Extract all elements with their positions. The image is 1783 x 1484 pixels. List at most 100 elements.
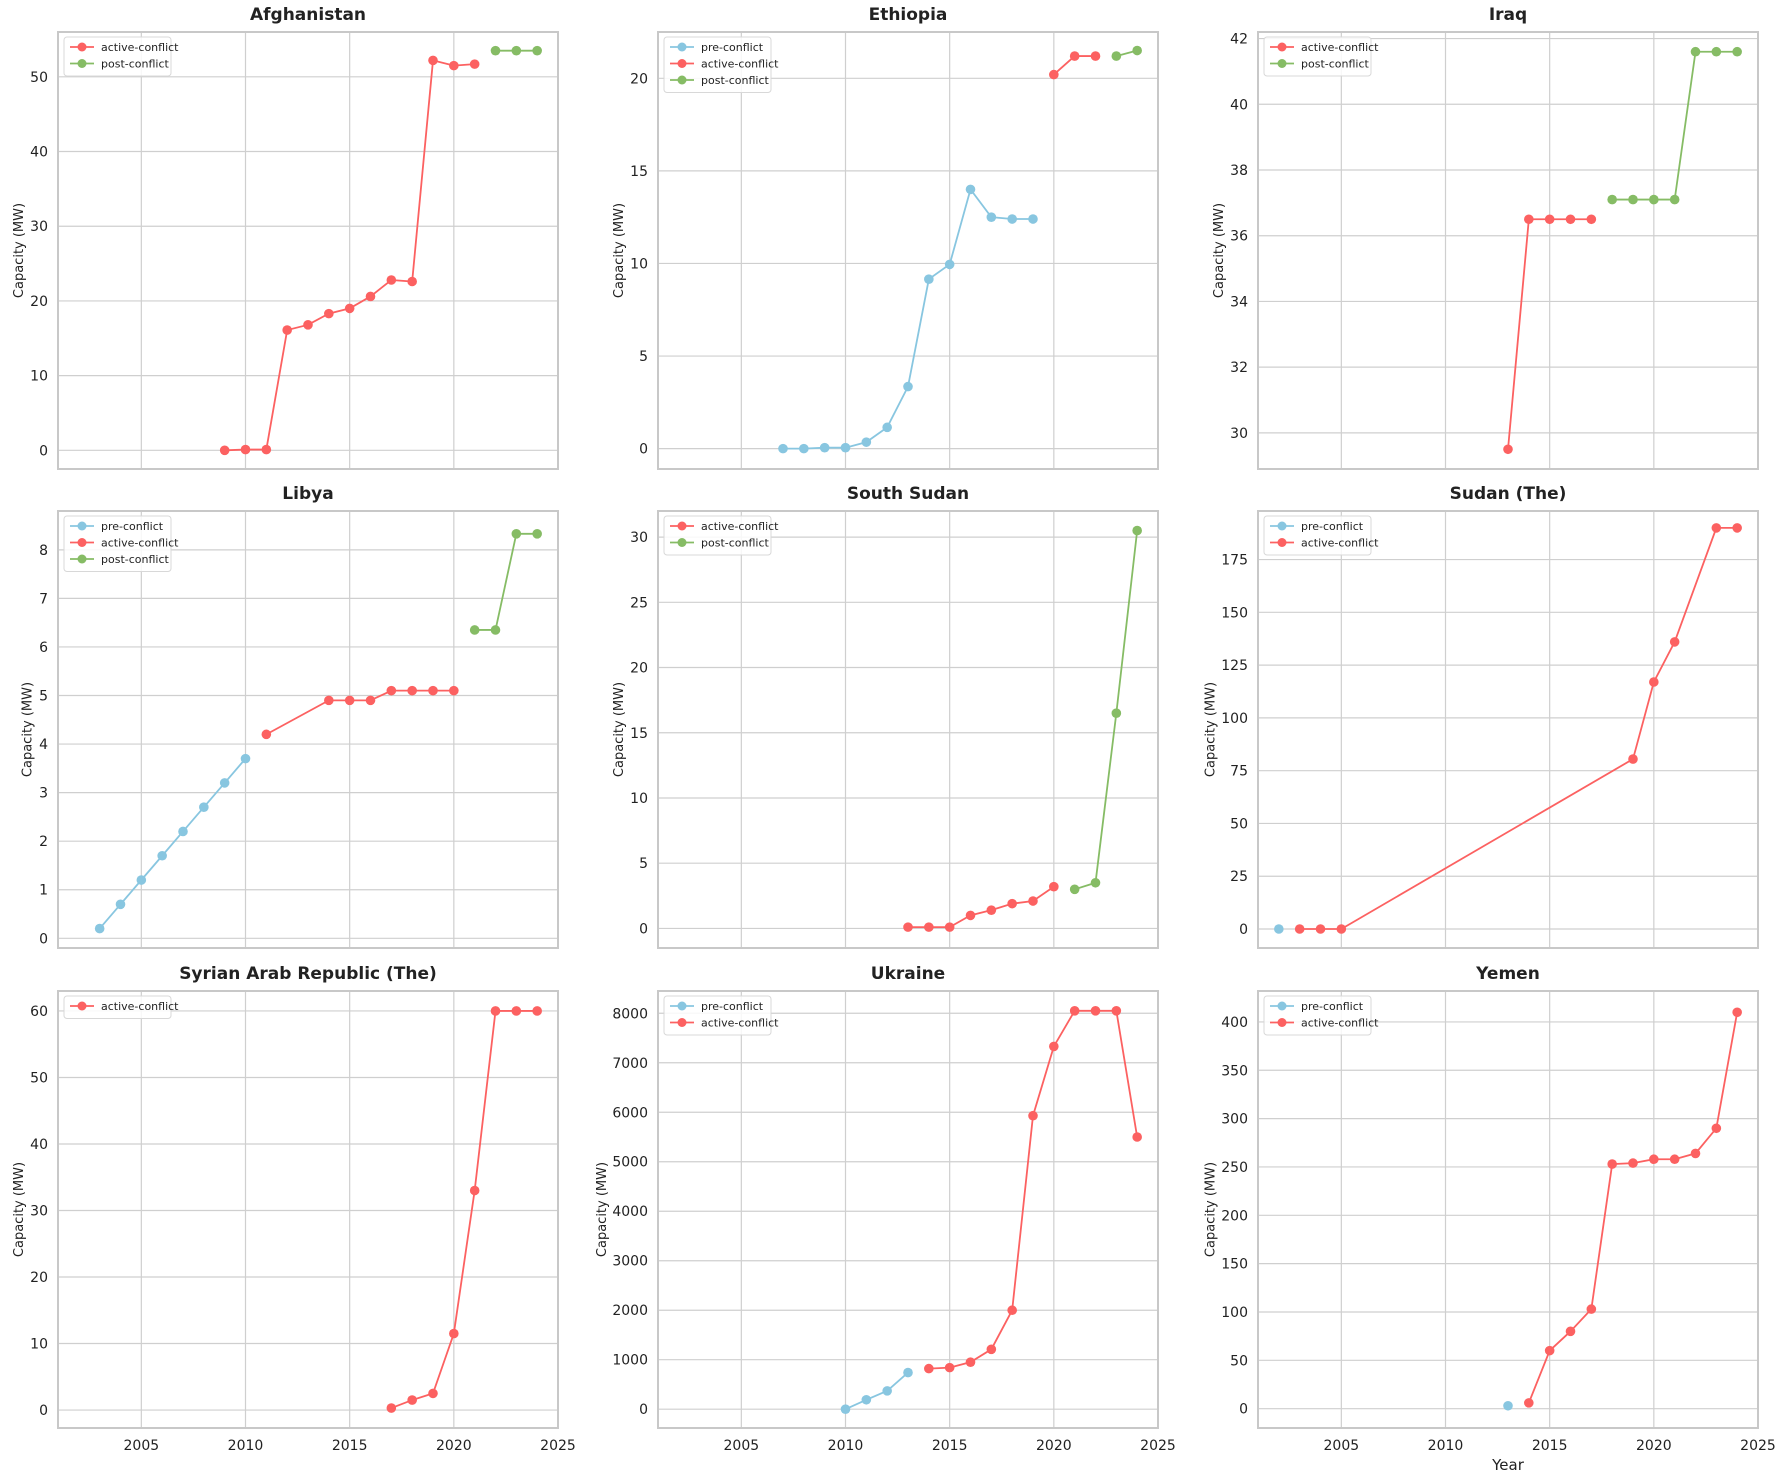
subplot-0: 0 10 20 30 40 50 Afghanistan Capacity (MW) activ…: [12, 5, 559, 470]
y-axis-label: Capacity (MW): [595, 1162, 610, 1257]
y-tick-label: 350: [1221, 1063, 1248, 1079]
y-axis-label: Capacity (MW): [1204, 682, 1219, 777]
data-point-pre-conflict: [1007, 214, 1017, 224]
data-point-active-conflict: [449, 60, 459, 71]
legend-box: [663, 36, 772, 93]
data-point-active-conflict: [1586, 1304, 1597, 1314]
legend-label: pre-conflict: [701, 1000, 764, 1013]
y-tick-label: 50: [30, 70, 48, 86]
y-tick-label: 6: [39, 640, 48, 656]
data-point-pre-conflict: [903, 1367, 913, 1378]
legend-marker-active-conflict: [677, 521, 687, 531]
data-point-active-conflict: [261, 444, 272, 455]
data-point-post-conflict: [1649, 194, 1659, 205]
data-point-active-conflict: [490, 1006, 501, 1016]
data-point-active-conflict: [1049, 881, 1059, 892]
y-tick-label: 125: [1221, 658, 1248, 674]
data-point-post-conflict: [1607, 194, 1617, 205]
y-axis-label: Capacity (MW): [12, 203, 27, 298]
legend-marker-pre-conflict: [1277, 521, 1287, 531]
y-tick-label: 0: [39, 443, 48, 459]
x-tick-label: 2010: [828, 1438, 864, 1454]
legend-label: pre-conflict: [701, 41, 764, 54]
y-tick-label: 75: [1230, 764, 1248, 780]
data-point-pre-conflict: [157, 850, 167, 861]
y-tick-label: 3000: [612, 1254, 648, 1270]
data-point-active-conflict: [324, 308, 334, 319]
plot-frame: [57, 510, 559, 949]
data-point-post-conflict: [1628, 194, 1638, 205]
data-point-pre-conflict: [944, 259, 955, 270]
y-tick-label: 8: [39, 543, 48, 559]
data-point-pre-conflict: [903, 381, 913, 392]
legend-marker-post-conflict: [1277, 59, 1287, 68]
y-tick-label: 10: [30, 1337, 48, 1353]
data-point-active-conflict: [1049, 69, 1059, 80]
data-point-active-conflict: [365, 291, 376, 302]
data-point-pre-conflict: [861, 437, 872, 447]
y-tick-label: 36: [1230, 229, 1248, 245]
legend-label: post-conflict: [1301, 58, 1370, 71]
x-tick-label: 2010: [1428, 1438, 1464, 1454]
legend-label: active-conflict: [701, 520, 779, 533]
data-point-active-conflict: [903, 922, 913, 932]
y-tick-label: 42: [1230, 32, 1248, 48]
data-point-post-conflict: [490, 625, 501, 635]
data-point-active-conflict: [1544, 214, 1555, 225]
series-line-pre-conflict: [783, 187, 1033, 450]
subplot-8: 0 50 100 150 200 250 300 350 400 2005 2010 2015 2020…: [1204, 964, 1776, 1474]
data-point-active-conflict: [1090, 51, 1101, 61]
legend-label: post-conflict: [701, 74, 770, 87]
subplot-title: Sudan (The): [1450, 484, 1567, 504]
x-tick-label: 2015: [332, 1438, 368, 1454]
data-point-pre-conflict: [819, 442, 830, 453]
y-tick-label: 10: [630, 791, 648, 807]
x-tick-label: 2020: [1636, 1438, 1672, 1454]
y-axis-label: Capacity (MW): [1204, 1162, 1219, 1257]
data-point-active-conflict: [965, 1357, 976, 1367]
data-point-active-conflict: [1524, 214, 1534, 225]
series-line-post-conflict: [474, 532, 538, 631]
y-tick-label: 4000: [612, 1204, 648, 1220]
series-line-post-conflict: [1612, 50, 1738, 201]
data-point-active-conflict: [344, 695, 355, 706]
data-point-active-conflict: [1669, 1154, 1680, 1165]
data-point-post-conflict: [1111, 708, 1122, 718]
y-tick-label: 5000: [612, 1155, 648, 1171]
legend-marker-pre-conflict: [1277, 1001, 1287, 1011]
y-tick-label: 3: [39, 786, 48, 802]
y-tick-label: 30: [30, 1203, 48, 1219]
x-tick-label: 2020: [1036, 1438, 1072, 1454]
data-point-active-conflict: [386, 1403, 397, 1413]
plot-frame: [1257, 990, 1759, 1429]
legend-marker-active-conflict: [77, 538, 87, 547]
legend-label: active-conflict: [1301, 41, 1379, 54]
y-tick-label: 200: [1221, 1208, 1248, 1224]
y-tick-label: 5: [639, 856, 648, 872]
y-tick-label: 10: [630, 256, 648, 272]
data-point-pre-conflict: [799, 443, 809, 454]
y-tick-label: 20: [630, 71, 648, 87]
x-tick-label: 2020: [436, 1438, 472, 1454]
data-point-pre-conflict: [840, 1404, 851, 1414]
y-tick-label: 30: [630, 530, 648, 546]
data-point-pre-conflict: [840, 442, 851, 453]
data-point-pre-conflict: [1028, 214, 1038, 224]
subplot-2: 30 32 34 36 38 40 42 Iraq Capacity (MW) active-co…: [1212, 5, 1759, 470]
legend-marker-post-conflict: [677, 538, 687, 547]
y-tick-label: 150: [1221, 605, 1248, 621]
data-point-active-conflict: [1007, 1305, 1017, 1316]
y-tick-label: 400: [1221, 1015, 1248, 1031]
subplot-title: Ethiopia: [869, 5, 948, 25]
plot-frame: [1257, 510, 1759, 949]
y-tick-label: 20: [630, 661, 648, 677]
series-line-active-conflict: [1299, 526, 1738, 930]
data-point-active-conflict: [282, 325, 292, 335]
data-point-post-conflict: [532, 45, 542, 56]
data-point-active-conflict: [965, 910, 976, 921]
y-tick-label: 50: [1230, 1353, 1248, 1369]
data-point-post-conflict: [511, 45, 522, 56]
data-point-active-conflict: [1628, 1158, 1638, 1168]
data-point-pre-conflict: [94, 923, 105, 934]
